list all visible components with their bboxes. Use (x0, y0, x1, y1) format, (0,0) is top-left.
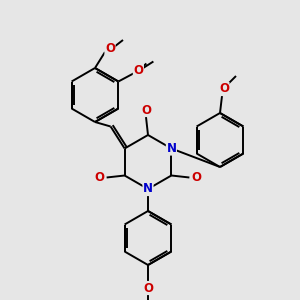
Text: N: N (167, 142, 176, 155)
Text: O: O (191, 171, 201, 184)
Text: O: O (94, 171, 105, 184)
Text: O: O (134, 64, 143, 77)
Text: O: O (143, 281, 153, 295)
Text: O: O (141, 103, 151, 116)
Text: O: O (219, 82, 229, 95)
Text: O: O (105, 43, 115, 56)
Text: N: N (143, 182, 153, 196)
